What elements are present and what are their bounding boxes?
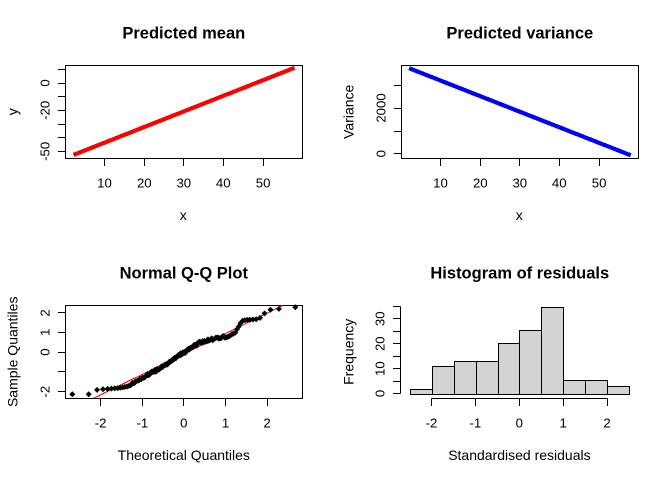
svg-text:Variance: Variance: [341, 84, 357, 138]
svg-text:50: 50: [256, 176, 271, 191]
svg-text:1: 1: [222, 416, 229, 431]
svg-text:-2: -2: [426, 416, 438, 431]
svg-text:0: 0: [180, 416, 187, 431]
svg-text:10: 10: [97, 176, 112, 191]
svg-text:0: 0: [37, 348, 52, 355]
svg-text:30: 30: [512, 176, 527, 191]
svg-text:2: 2: [603, 416, 610, 431]
svg-text:1: 1: [560, 416, 567, 431]
svg-text:2: 2: [37, 309, 52, 316]
svg-text:30: 30: [372, 311, 387, 326]
svg-text:0: 0: [37, 79, 52, 86]
svg-text:-2: -2: [95, 416, 107, 431]
svg-text:Predicted variance: Predicted variance: [446, 25, 593, 43]
svg-text:Standardised residuals: Standardised residuals: [448, 447, 590, 463]
svg-text:20: 20: [473, 176, 488, 191]
svg-text:-50: -50: [37, 142, 52, 161]
svg-text:-1: -1: [470, 416, 482, 431]
svg-text:-2: -2: [37, 386, 52, 398]
svg-text:Sample Quantiles: Sample Quantiles: [5, 297, 21, 408]
svg-text:10: 10: [433, 176, 448, 191]
svg-text:Histogram of residuals: Histogram of residuals: [430, 265, 609, 283]
svg-text:0: 0: [373, 150, 388, 157]
svg-text:-1: -1: [137, 416, 149, 431]
svg-text:Normal Q-Q Plot: Normal Q-Q Plot: [120, 265, 249, 283]
svg-text:Theoretical Quantiles: Theoretical Quantiles: [118, 447, 250, 463]
svg-text:40: 40: [216, 176, 231, 191]
svg-text:2: 2: [263, 416, 270, 431]
svg-text:1: 1: [37, 329, 52, 336]
svg-text:2000: 2000: [373, 93, 388, 122]
svg-text:40: 40: [552, 176, 567, 191]
svg-text:Predicted mean: Predicted mean: [122, 25, 245, 43]
svg-text:50: 50: [592, 176, 607, 191]
svg-text:10: 10: [372, 361, 387, 376]
svg-text:30: 30: [176, 176, 191, 191]
svg-text:0: 0: [516, 416, 523, 431]
svg-text:0: 0: [372, 390, 387, 397]
svg-text:y: y: [5, 108, 21, 115]
svg-text:x: x: [180, 207, 187, 223]
svg-text:20: 20: [372, 336, 387, 351]
svg-text:-20: -20: [37, 101, 52, 120]
svg-text:Frequency: Frequency: [341, 319, 357, 385]
svg-text:20: 20: [137, 176, 152, 191]
svg-text:x: x: [516, 207, 523, 223]
